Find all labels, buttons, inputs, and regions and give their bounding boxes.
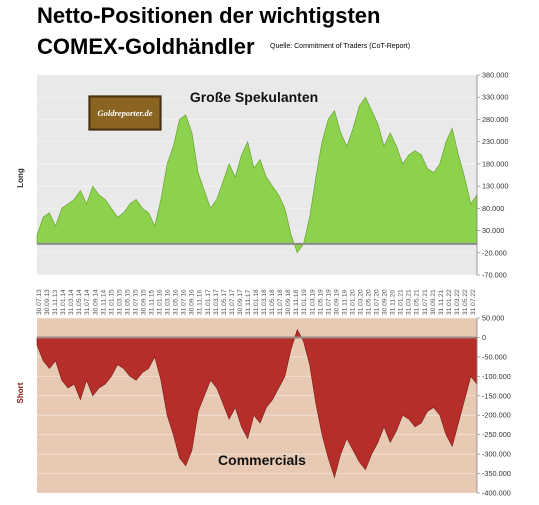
x-tick-label: 31.01.19 — [301, 289, 308, 315]
x-tick-label: 31.05.20 — [366, 289, 373, 315]
y-tick-label: 330.000 — [482, 93, 508, 102]
y-tick-label: 130.000 — [482, 182, 508, 191]
x-tick-label: 31.03.19 — [309, 289, 316, 315]
x-tick-label: 30.09.21 — [430, 289, 437, 315]
x-tick-label: 31.07.21 — [422, 289, 429, 315]
x-tick-label: 31.03.20 — [357, 289, 364, 315]
x-tick-label: 31.01.16 — [157, 289, 164, 315]
x-tick-label: 31.11.15 — [149, 289, 156, 315]
y-tick-label: 30.000 — [482, 226, 504, 235]
y-tick-label: 280.000 — [482, 115, 508, 124]
chart-title-line-2: COMEX-Goldhändler — [37, 34, 255, 59]
source-note: Quelle: Commitment of Traders (CoT-Repor… — [270, 43, 411, 50]
y-tick-label: 230.000 — [482, 137, 508, 146]
x-tick-label: 30.09.19 — [333, 289, 340, 315]
y-tick-label: -350.000 — [482, 469, 511, 478]
x-tick-label: 31.05.16 — [173, 289, 180, 315]
y-tick-label: 0 — [482, 333, 486, 342]
x-tick-label: 31.05.17 — [221, 289, 228, 315]
x-tick-label: 31.03.16 — [165, 289, 172, 315]
x-tick-label: 31.03.14 — [68, 289, 75, 315]
x-tick-label: 31.07.16 — [181, 289, 188, 315]
x-tick-label: 31.03.22 — [454, 289, 461, 315]
x-tick-label: 31.03.15 — [116, 289, 123, 315]
x-tick-label: 31.07.18 — [277, 289, 284, 315]
y-tick-label: 180.000 — [482, 159, 508, 168]
y-tick-label: -400.000 — [482, 489, 511, 498]
x-tick-label: 31.05.15 — [124, 289, 131, 315]
x-tick-label: 31.01.18 — [253, 289, 260, 315]
x-tick-label: 31.05.18 — [269, 289, 276, 315]
x-tick-label: 31.11.17 — [245, 289, 252, 315]
x-tick-label: 30.09.18 — [285, 289, 292, 315]
x-axis-tick-labels: 30.07.13 30.09.13 31.11.13 31.01.14 31.03.14… — [36, 289, 477, 315]
x-tick-label: 31.07.14 — [84, 289, 91, 315]
x-tick-label: 31.01.14 — [60, 289, 67, 315]
y-tick-label: -100.000 — [482, 372, 511, 381]
commercials-area — [36, 328, 478, 479]
bottom-y-axis: 50.000 0 -50.000 -100.000 -150.000 -200.000 -2… — [477, 314, 511, 498]
speculators-area — [36, 96, 478, 254]
x-tick-label: 31.01.17 — [205, 289, 212, 315]
x-tick-label: 30.09.15 — [140, 289, 147, 315]
y-tick-label: 50.000 — [482, 314, 504, 323]
goldreporter-logo: Goldreporter.de — [88, 95, 162, 131]
y-tick-label: 80.000 — [482, 204, 504, 213]
top-y-axis: 380.000 330.000 280.000 230.000 180.000 130.0… — [477, 71, 508, 280]
x-tick-label: 31.11.19 — [341, 289, 348, 315]
x-tick-label: 30.09.16 — [189, 289, 196, 315]
x-tick-label: 30.09.14 — [92, 289, 99, 315]
x-tick-label: 31.01.15 — [108, 289, 115, 315]
x-tick-label: 31.03.18 — [261, 289, 268, 315]
y-tick-label: -250.000 — [482, 430, 511, 439]
x-tick-label: 31.11.20 — [390, 289, 397, 315]
x-tick-label: 31.07.22 — [470, 289, 477, 315]
x-tick-label: 31.11.18 — [293, 289, 300, 315]
x-tick-label: 31.05.14 — [76, 289, 83, 315]
x-tick-label: 31.05.22 — [462, 289, 469, 315]
short-axis-label: Short — [16, 382, 25, 403]
x-tick-label: 31.07.17 — [229, 289, 236, 315]
chart-title-line-1: Netto-Positionen der wichtigsten — [37, 3, 381, 28]
long-axis-label: Long — [16, 168, 25, 188]
x-tick-label: 30.09.17 — [237, 289, 244, 315]
x-tick-label: 31.01.22 — [446, 289, 453, 315]
x-tick-label: 31.03.17 — [213, 289, 220, 315]
x-tick-label: 31.03.21 — [406, 289, 413, 315]
y-tick-label: -20.000 — [482, 248, 507, 257]
y-tick-label: -70.000 — [482, 271, 507, 280]
commercials-annotation: Commercials — [218, 452, 306, 468]
x-tick-label: 30.07.13 — [36, 289, 43, 315]
y-tick-label: 380.000 — [482, 71, 508, 80]
x-tick-label: 31.07.20 — [374, 289, 381, 315]
x-tick-label: 31.07.19 — [325, 289, 332, 315]
x-tick-label: 30.09.20 — [382, 289, 389, 315]
x-tick-label: 31.11.13 — [52, 289, 59, 315]
x-tick-label: 31.11.14 — [100, 289, 107, 315]
x-tick-label: 30.09.13 — [44, 289, 51, 315]
y-tick-label: -300.000 — [482, 450, 511, 459]
x-tick-label: 31.11.16 — [197, 289, 204, 315]
x-tick-label: 31.07.15 — [132, 289, 139, 315]
y-tick-label: -50.000 — [482, 352, 507, 361]
y-tick-label: -200.000 — [482, 411, 511, 420]
speculators-annotation: Große Spekulanten — [190, 89, 318, 105]
logo-text: Goldreporter.de — [97, 108, 152, 118]
x-tick-label: 31.01.21 — [398, 289, 405, 315]
y-tick-label: -150.000 — [482, 391, 511, 400]
x-tick-label: 31.11.21 — [438, 289, 445, 315]
x-tick-label: 31.05.21 — [414, 289, 421, 315]
x-tick-label: 31.01.20 — [349, 289, 356, 315]
x-tick-label: 31.05.19 — [317, 289, 324, 315]
